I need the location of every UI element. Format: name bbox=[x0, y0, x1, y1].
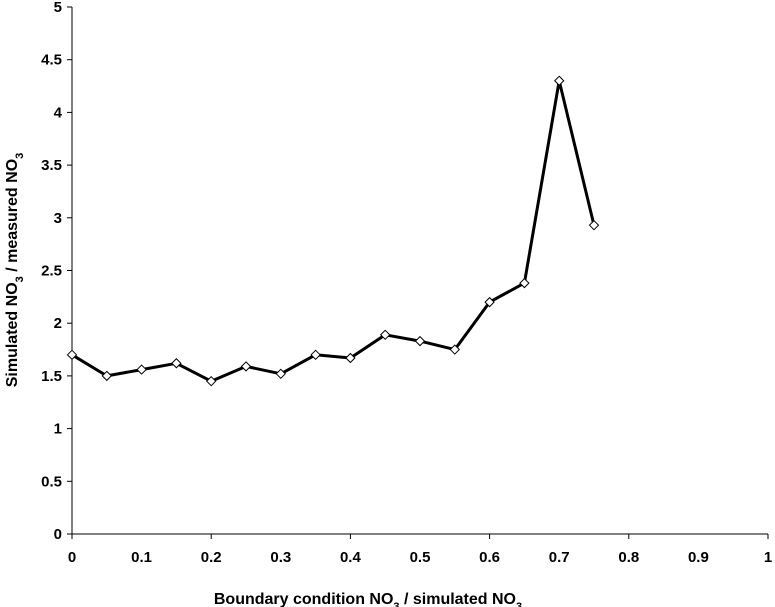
x-tick-label: 0.5 bbox=[410, 549, 431, 566]
x-tick-label: 0.3 bbox=[270, 549, 291, 566]
data-point bbox=[205, 375, 217, 387]
data-point bbox=[345, 352, 356, 364]
y-tick-label: 1.5 bbox=[41, 368, 62, 385]
y-tick-label: 0 bbox=[54, 526, 62, 543]
y-tick-label: 4 bbox=[54, 104, 63, 121]
x-tick-label: 0.7 bbox=[549, 549, 570, 566]
y-axis-title: Simulated NO3 / measured NO3 bbox=[4, 153, 26, 388]
data-point bbox=[310, 349, 321, 361]
y-tick-label: 3 bbox=[54, 210, 62, 227]
x-axis-title: Boundary condition NO3 / simulated NO3 bbox=[214, 591, 522, 607]
x-axis: 0 0.1 0.2 0.3 0.4 0.5 0.6 0.7 0.8 0.9 1 bbox=[68, 533, 772, 566]
x-tick-label: 0.6 bbox=[479, 549, 500, 566]
plot-area bbox=[66, 75, 600, 387]
x-tick-label: 0.4 bbox=[340, 549, 362, 566]
data-point bbox=[553, 75, 565, 86]
x-tick-label: 0 bbox=[68, 549, 76, 566]
y-tick-label: 0.5 bbox=[41, 473, 62, 490]
data-point bbox=[275, 368, 287, 379]
data-point bbox=[136, 364, 147, 375]
data-point bbox=[66, 349, 78, 361]
data-point bbox=[240, 361, 252, 372]
data-point bbox=[588, 219, 600, 231]
series-line bbox=[71, 79, 596, 383]
x-tick-label: 1 bbox=[764, 549, 772, 566]
data-point bbox=[379, 329, 391, 341]
x-tick-label: 0.8 bbox=[618, 549, 639, 566]
y-tick-label: 4.5 bbox=[41, 52, 62, 69]
data-point bbox=[101, 370, 113, 382]
y-tick-label: 1 bbox=[54, 421, 62, 438]
y-tick-label: 3.5 bbox=[41, 157, 62, 174]
x-tick-label: 0.2 bbox=[201, 549, 222, 566]
y-tick-label: 5 bbox=[54, 0, 62, 16]
y-axis: 0 0.5 1 1.5 2 2.5 3 3.5 4 4.5 5 bbox=[41, 0, 73, 543]
data-point bbox=[171, 358, 182, 369]
data-point bbox=[484, 296, 495, 308]
data-point bbox=[519, 277, 530, 289]
data-point bbox=[449, 344, 461, 355]
data-point bbox=[414, 335, 426, 347]
x-tick-label: 0.9 bbox=[688, 549, 709, 566]
y-tick-label: 2.5 bbox=[41, 263, 62, 280]
x-tick-label: 0.1 bbox=[131, 549, 152, 566]
y-tick-label: 2 bbox=[54, 315, 62, 332]
